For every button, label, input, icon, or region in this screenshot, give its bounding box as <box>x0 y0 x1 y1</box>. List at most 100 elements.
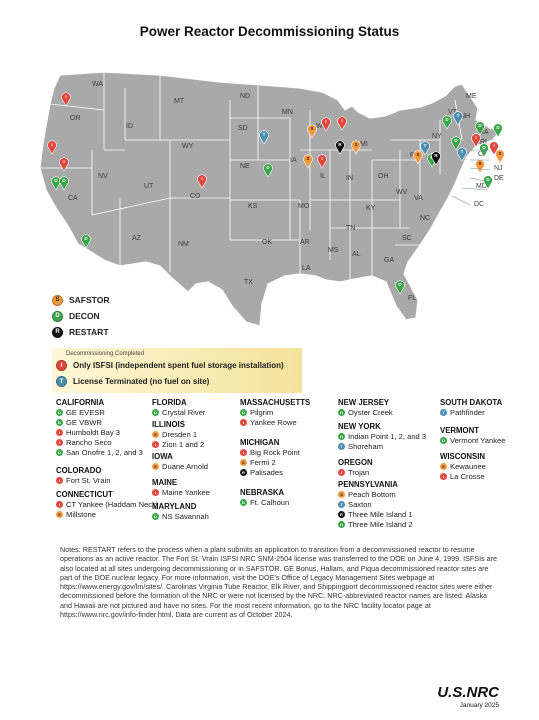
isfsi-dot-icon: I <box>56 360 67 371</box>
state-label-tn: TN <box>346 225 355 232</box>
pin-shape <box>351 140 361 155</box>
pin-letter: S <box>354 142 357 147</box>
status-dot-icon: D <box>240 409 247 416</box>
site-pin-i: I <box>197 174 207 189</box>
state-label-ar: AR <box>300 239 310 246</box>
pin-shape <box>420 141 430 156</box>
state-label-wi: WI <box>316 123 325 130</box>
site-item: I La Crosse <box>440 472 486 481</box>
pin-letter: D <box>398 282 402 287</box>
state-label-ca: CA <box>68 195 78 202</box>
pin-letter: T <box>461 149 464 154</box>
site-name: NS Savannah <box>162 512 209 521</box>
pin-letter: I <box>65 94 66 99</box>
state-label-az: AZ <box>132 235 142 242</box>
us-map: WAORCANVIDMTWYUTCOAZNMNDSDNEKSOKTXMNIAMO… <box>39 71 505 327</box>
site-name: Rancho Seco <box>66 438 112 447</box>
site-item: I Maine Yankee <box>152 488 210 497</box>
pin-letter: S <box>498 151 501 156</box>
pin-shape <box>471 133 481 148</box>
pin-letter: D <box>454 138 458 143</box>
state-label-ma: MA <box>478 129 489 136</box>
us-land <box>39 71 502 327</box>
status-dot-icon: D <box>338 433 345 440</box>
pin-letter: I <box>341 118 342 123</box>
site-name: GE VBWR <box>66 418 102 427</box>
pin-shape <box>47 140 57 155</box>
nrc-logo: U.S.NRC <box>437 684 499 701</box>
state-label-ut: UT <box>144 183 154 190</box>
state-heading: SOUTH DAKOTA <box>440 398 503 407</box>
pin-letter: T <box>263 132 266 137</box>
pin-shape <box>61 92 71 107</box>
site-item: I Yankee Rowe <box>240 418 310 427</box>
site-name: Oyster Creek <box>348 408 393 417</box>
state-label-md: MD <box>476 183 487 190</box>
site-name: Saxton <box>348 500 372 509</box>
site-name: La Crosse <box>450 472 485 481</box>
pin-shape <box>81 234 91 249</box>
pin-letter: I <box>325 119 326 124</box>
site-markers: IIIDDIDDTDSIISISRSTDRDTDIDIDSDTSD <box>47 92 505 295</box>
state-label-il: IL <box>320 173 326 180</box>
site-name: Yankee Rowe <box>250 418 297 427</box>
status-dot-icon: I <box>56 429 63 436</box>
site-item: T Shoreham <box>338 442 426 451</box>
site-item: D Ft. Calhoun <box>240 498 289 507</box>
site-pin-d: D <box>263 163 273 178</box>
state-heading: OREGON <box>338 458 373 467</box>
pin-letter: D <box>478 123 482 128</box>
site-item: D Oyster Creek <box>338 408 393 417</box>
site-pin-i: I <box>337 116 347 131</box>
site-item: D Vermont Yankee <box>440 436 505 445</box>
status-dot-icon: S <box>152 431 159 438</box>
state-label-nc: NC <box>420 215 430 222</box>
pin-shape <box>335 140 345 155</box>
site-item: R Three Mile Island 1 <box>338 510 413 519</box>
pin-letter: I <box>201 176 202 181</box>
state-label-ga: GA <box>384 257 394 264</box>
pin-letter: S <box>478 161 481 166</box>
state-label-co: CO <box>190 193 201 200</box>
site-name: Peach Bottom <box>348 490 396 499</box>
isfsi-label: Only ISFSI (independent spent fuel stora… <box>73 361 284 370</box>
state-label-nh: NH <box>460 113 470 120</box>
state-heading: WISCONSIN <box>440 452 486 461</box>
group-california: CALIFORNIA D GE EVESR D GE VBWR I Humboldt Bay… <box>56 398 143 458</box>
pin-letter: S <box>306 156 309 161</box>
status-dot-icon: D <box>152 409 159 416</box>
status-dot-icon: T <box>440 409 447 416</box>
site-item: T Saxton <box>338 500 413 509</box>
pin-shape <box>59 176 69 191</box>
state-label-mn: MN <box>282 109 293 116</box>
site-item: I Rancho Seco <box>56 438 143 447</box>
logo-date: January 2025 <box>459 702 499 709</box>
status-dot-icon: S <box>56 511 63 518</box>
state-label-ia: IA <box>290 157 297 164</box>
site-name: Three Mile Island 1 <box>348 510 413 519</box>
pin-shape <box>451 136 461 151</box>
status-dot-icon: D <box>56 419 63 426</box>
northeast-callout-lines <box>451 149 491 206</box>
site-pin-s: S <box>351 140 361 155</box>
site-item: D Three Mile Island 2 <box>338 520 413 529</box>
group-massachusetts: MASSACHUSETTS D Pilgrim I Yankee Rowe <box>240 398 310 428</box>
site-item: D NS Savannah <box>152 512 209 521</box>
restart-dot-icon: R <box>52 326 63 338</box>
state-label-ri: RI <box>480 139 487 146</box>
pin-letter: R <box>338 142 342 147</box>
site-pin-d: D <box>59 176 69 191</box>
pin-shape <box>431 151 441 166</box>
site-name: Vermont Yankee <box>450 436 506 445</box>
site-pin-d: D <box>475 121 485 136</box>
legend-restart: R RESTART <box>52 324 109 340</box>
state-label-oh: OH <box>378 173 389 180</box>
state-heading: ILLINOIS <box>152 420 185 429</box>
state-label-ms: MS <box>328 247 339 254</box>
site-pin-i: I <box>47 140 57 155</box>
site-name: San Onofre 1, 2, and 3 <box>66 448 143 457</box>
status-dot-icon: I <box>240 449 247 456</box>
status-legend: S SAFSTOR D DECON R RESTART <box>52 292 109 340</box>
site-name: Crystal River <box>162 408 206 417</box>
site-name: Three Mile Island 2 <box>348 520 413 529</box>
